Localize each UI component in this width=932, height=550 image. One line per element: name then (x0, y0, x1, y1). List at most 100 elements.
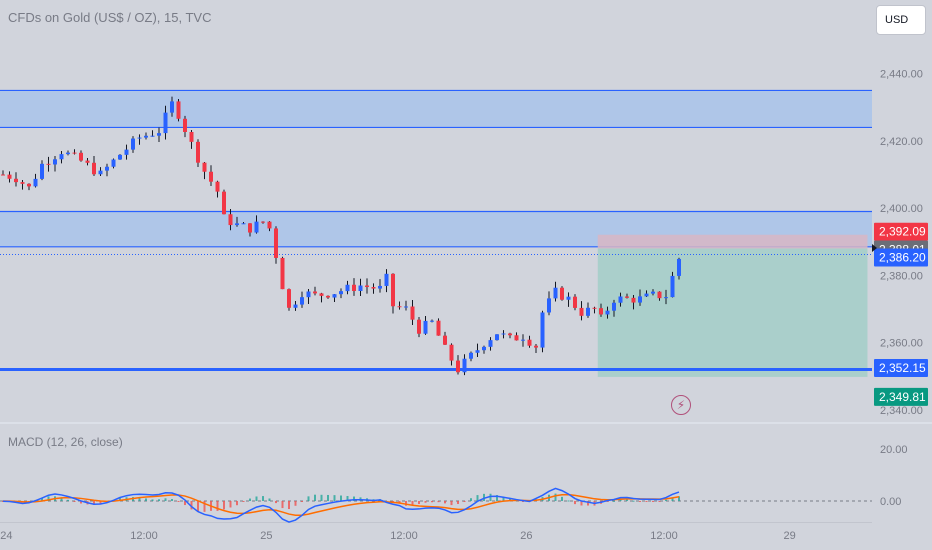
macd-indicator-label[interactable]: MACD (12, 26, close) (8, 435, 123, 449)
candle-body-49 (319, 293, 324, 296)
candle-body-86 (560, 287, 564, 300)
candle-body-48 (313, 291, 317, 294)
macd-histogram-bar-30 (197, 501, 199, 512)
macd-histogram-bar-25 (164, 498, 167, 501)
candle-body-67 (436, 320, 441, 336)
candle-body-56 (365, 285, 369, 288)
macd-histogram-bar-41 (268, 498, 271, 501)
macd-histogram-bar-98 (639, 501, 641, 502)
candle-body-60 (391, 273, 395, 307)
candle-body-57 (371, 287, 376, 289)
macd-histogram-bar-103 (671, 497, 674, 501)
candle-body-46 (300, 297, 304, 305)
macd-histogram-bar-99 (645, 501, 648, 502)
macd-histogram-bar-80 (522, 501, 524, 502)
macd-histogram-bar-71 (463, 501, 466, 502)
candle-body-26 (170, 101, 174, 113)
candle-body-101 (657, 291, 662, 299)
macd-histogram-bar-43 (281, 501, 284, 509)
macd-histogram-bar-104 (678, 496, 680, 501)
candle-body-23 (150, 135, 155, 137)
candle-body-4 (27, 183, 31, 187)
macd-histogram-bar-22 (145, 498, 147, 501)
macd-line (2, 487, 680, 523)
candle-body-11 (72, 152, 77, 154)
candle-body-99 (644, 293, 649, 297)
candle-body-63 (410, 306, 415, 320)
candle-body-5 (33, 178, 38, 187)
macd-histogram-bar-47 (307, 496, 310, 501)
candle-body-87 (566, 296, 571, 300)
macd-histogram-bar-75 (489, 493, 492, 501)
macd-histogram-bar-24 (158, 499, 160, 501)
candle-body-50 (326, 295, 330, 298)
macd-histogram-bar-70 (457, 501, 459, 504)
macd-histogram-bar-37 (242, 501, 245, 502)
candle-body-45 (293, 304, 298, 308)
candle-body-83 (540, 312, 545, 348)
candle-body-17 (111, 159, 116, 167)
candle-body-104 (677, 258, 681, 276)
candle-body-92 (599, 308, 603, 315)
macd-histogram-bar-6 (41, 498, 43, 501)
macd-signal-line (2, 493, 680, 517)
candle-body-1 (7, 174, 12, 179)
candle-body-71 (462, 358, 467, 373)
candle-body-33 (215, 181, 220, 192)
macd-histogram-bar-35 (229, 501, 232, 508)
macd-histogram-bar-23 (151, 499, 154, 501)
macd-histogram-bar-21 (138, 497, 141, 501)
price-tag-label-3: 2,352.15 (879, 361, 926, 375)
candle-body-29 (189, 131, 194, 142)
candle-body-89 (579, 307, 584, 316)
macd-histogram-bar-45 (294, 501, 297, 506)
candle-body-81 (527, 339, 532, 346)
macd-histogram-bar-39 (255, 496, 258, 501)
candle-body-96 (625, 296, 629, 298)
candle-body-100 (651, 291, 655, 294)
macd-histogram-bar-27 (177, 501, 180, 502)
macd-histogram-bar-101 (658, 501, 661, 502)
price-tag-0 (874, 222, 928, 241)
candle-body-2 (14, 178, 18, 183)
macd-histogram-bar-18 (119, 498, 121, 501)
candle-body-34 (222, 191, 226, 215)
candle-body-0 (1, 174, 5, 176)
macd-histogram-bar-44 (288, 501, 290, 510)
supply-zone-0 (0, 90, 872, 128)
candle-body-62 (404, 306, 408, 308)
candle-body-37 (241, 223, 246, 225)
candle-body-10 (66, 152, 70, 155)
candle-body-55 (358, 285, 363, 291)
candle-body-51 (332, 294, 337, 298)
candle-body-75 (488, 340, 493, 347)
candle-body-58 (378, 285, 382, 289)
candle-body-28 (183, 118, 187, 132)
take-profit-area (597, 248, 868, 377)
candle-body-24 (157, 133, 161, 136)
candle-body-19 (124, 149, 129, 155)
macd-histogram-bar-69 (450, 501, 453, 506)
candle-body-15 (98, 170, 103, 175)
lightning-icon[interactable]: ⚡︎ (671, 395, 691, 415)
price-tick-label: 2,420.00 (880, 136, 923, 148)
candle-body-65 (423, 320, 428, 334)
time-tick-label: 26 (520, 530, 532, 542)
time-tick-label: 12:00 (130, 530, 158, 542)
currency-button[interactable]: USD (876, 5, 926, 35)
price-tag-label-0: 2,392.09 (879, 225, 926, 239)
candle-body-12 (79, 152, 83, 161)
price-tick-label: 2,440.00 (880, 69, 923, 81)
macd-histogram-bar-102 (665, 499, 667, 501)
candle-body-3 (20, 182, 25, 184)
price-tick-label: 2,400.00 (880, 203, 923, 215)
candle-body-44 (287, 289, 291, 308)
macd-histogram-bar-76 (496, 495, 498, 501)
candle-body-77 (501, 333, 506, 335)
macd-histogram-bar-31 (203, 501, 206, 512)
price-tag-label-2: 2,386.20 (879, 251, 926, 265)
candle-body-27 (176, 101, 181, 119)
candle-body-90 (586, 307, 590, 316)
candle-body-80 (521, 339, 525, 341)
